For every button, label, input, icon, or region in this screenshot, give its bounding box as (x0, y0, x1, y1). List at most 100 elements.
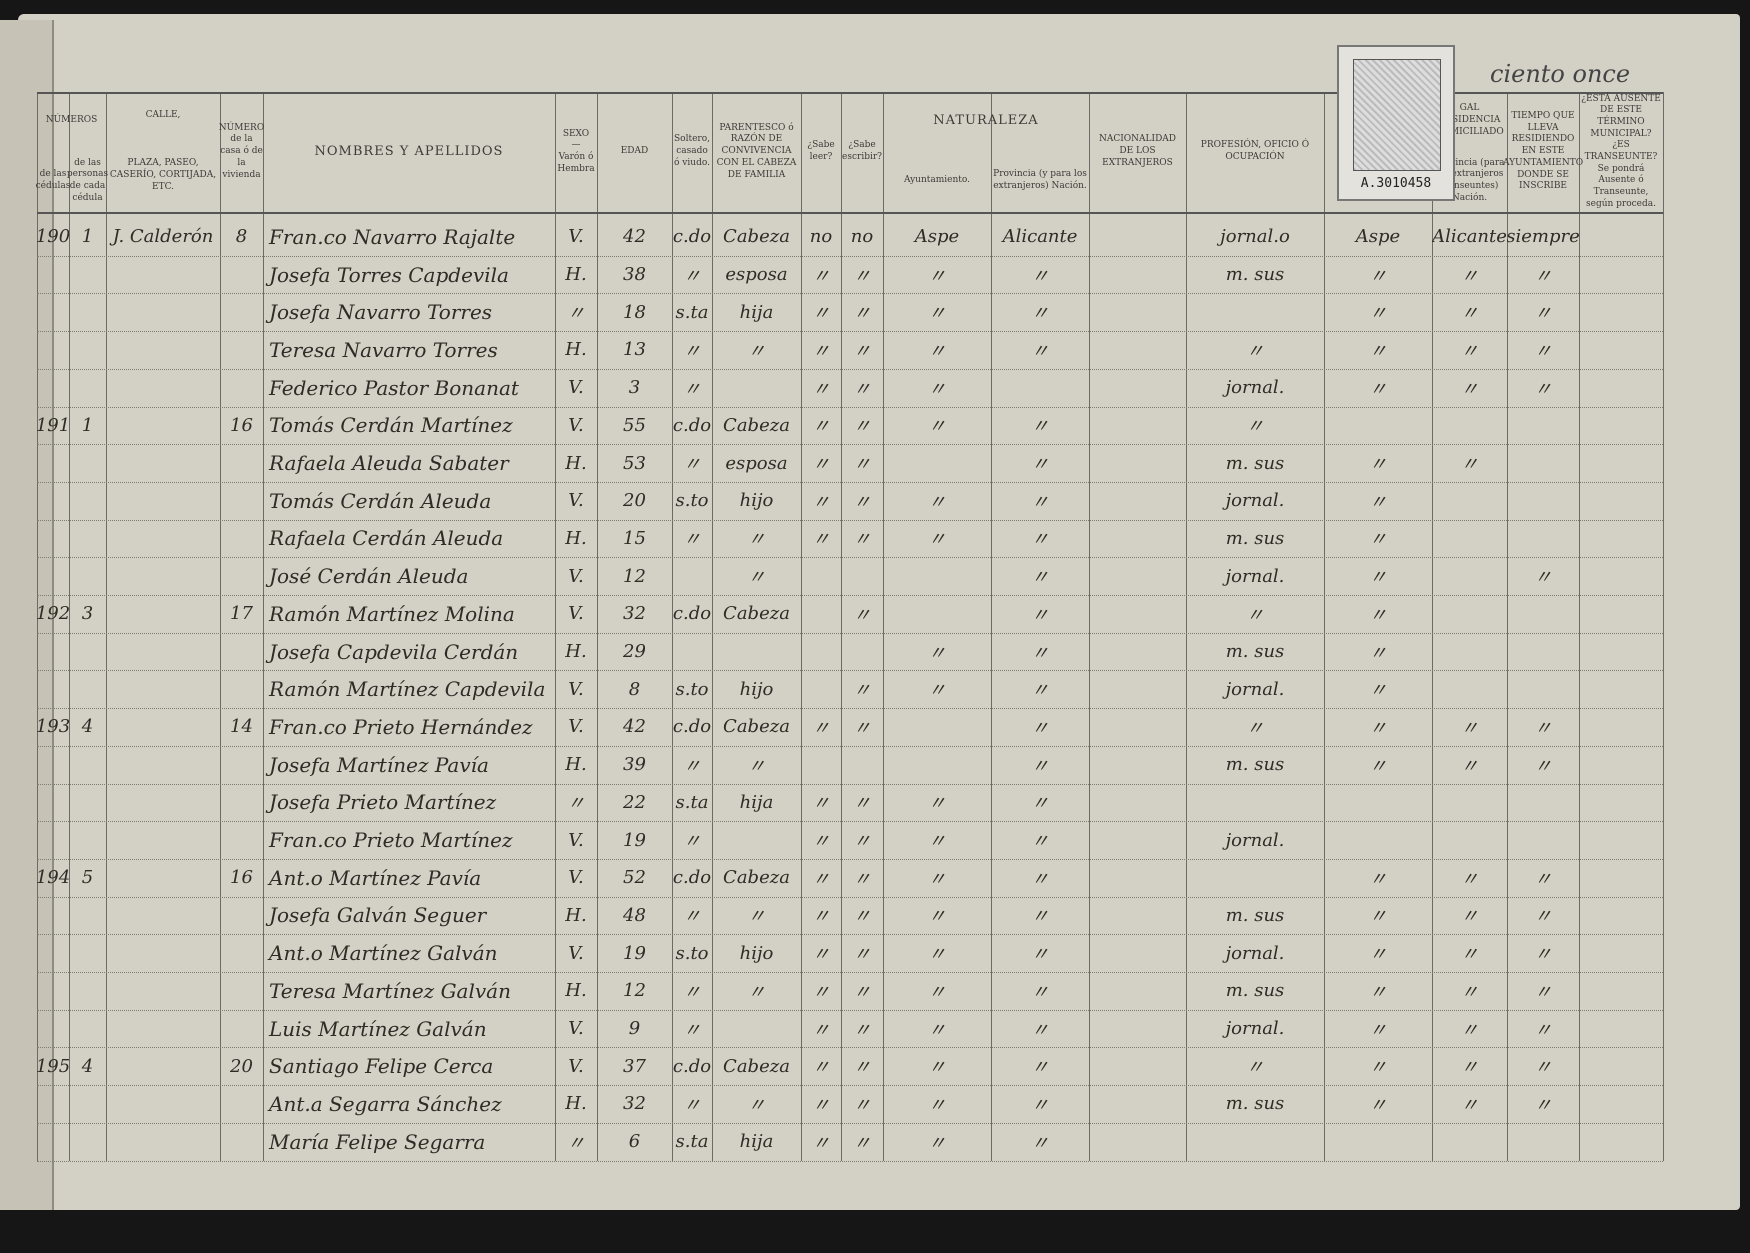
entry: m. sus (1225, 904, 1285, 926)
entry (220, 557, 263, 595)
entry: 〃 (683, 340, 701, 362)
column-rule (37, 92, 38, 1161)
entry: 20 (230, 1055, 253, 1077)
entry: 〃 (928, 981, 946, 1003)
entry: Ant.o Martínez Pavía (269, 865, 482, 890)
entry: 〃 (928, 793, 946, 815)
entry: esposa (725, 264, 788, 286)
entry: 〃 (1460, 717, 1479, 739)
entry: 〃 (1031, 831, 1049, 853)
entry: Teresa Martínez Galván (269, 978, 511, 1003)
entry: 〃 (1031, 1094, 1049, 1116)
entry: 〃 (1369, 491, 1387, 513)
entry: 〃 (812, 793, 830, 815)
entry: 〃 (1534, 868, 1552, 890)
entry: H. (565, 904, 587, 926)
entry: 32 (623, 1093, 646, 1115)
entry (69, 1085, 106, 1123)
entry (106, 746, 220, 784)
entry: 〃 (812, 831, 830, 853)
entry: 〃 (853, 303, 871, 325)
entry: 42 (623, 226, 646, 248)
entry: 〃 (747, 981, 766, 1003)
entry: 3 (81, 603, 94, 625)
entry: V. (568, 1055, 584, 1077)
entry: 〃 (1031, 981, 1049, 1003)
entry: 〃 (1246, 717, 1264, 739)
entry: 〃 (683, 454, 701, 476)
entry (1432, 670, 1507, 708)
entry: 〃 (1369, 378, 1387, 400)
entry: 191 (37, 414, 69, 436)
entry: 9 (628, 1018, 641, 1040)
entry: 〃 (1534, 1057, 1552, 1079)
entry (1324, 784, 1432, 822)
entry (1324, 1123, 1432, 1161)
entry: m. sus (1225, 754, 1285, 776)
entry: 〃 (812, 416, 830, 438)
entry (37, 444, 69, 482)
entry: 〃 (853, 529, 871, 551)
entry: Josefa Capdevila Cerdán (269, 639, 519, 664)
entry: c.do (672, 603, 712, 625)
header-cell: Soltero, casado ó viudo. (674, 134, 710, 168)
entry: H. (565, 452, 587, 474)
entry: 〃 (1031, 906, 1049, 928)
entry (37, 1123, 69, 1161)
entry (37, 1085, 69, 1123)
entry (106, 633, 220, 671)
entry (712, 633, 801, 671)
entry: J. Calderón (112, 226, 214, 248)
entry: 〃 (928, 642, 946, 664)
entry (672, 633, 712, 671)
column-rule (712, 92, 713, 1161)
entry (106, 1123, 220, 1161)
entry: V. (568, 490, 584, 512)
entry: 〃 (853, 944, 871, 966)
entry: Josefa Torres Capdevila (269, 262, 509, 287)
entry: Alicante (1002, 226, 1078, 248)
entry: 〃 (1460, 1057, 1479, 1079)
entry: 〃 (1460, 981, 1479, 1003)
entry: 〃 (1369, 604, 1387, 626)
revenue-stamp: A.3010458 (1337, 45, 1455, 201)
row-rule (37, 783, 1663, 785)
entry: 14 (230, 716, 253, 738)
column-rule (991, 92, 992, 1161)
entry (1186, 1123, 1324, 1161)
entry: 〃 (1031, 1132, 1049, 1154)
entry: H. (565, 754, 587, 776)
header-cell: ¿ESTÁ AUSENTE DE ESTE TÉRMINO MUNICIPAL?… (1581, 93, 1661, 209)
entry: jornal. (1225, 829, 1285, 851)
entry: 〃 (683, 906, 701, 928)
entry: H. (565, 641, 587, 663)
entry: 〃 (1369, 1019, 1387, 1041)
entry (801, 746, 841, 784)
entry (220, 482, 263, 520)
entry: Cabeza (723, 226, 790, 248)
entry (69, 557, 106, 595)
column-rule (1579, 92, 1580, 1161)
entry: 29 (623, 641, 646, 663)
entry (220, 331, 263, 369)
entry: s.to (675, 490, 709, 512)
entry (1432, 520, 1507, 558)
entry (1432, 557, 1507, 595)
entry: 〃 (1534, 1094, 1552, 1116)
entry: 8 (235, 226, 248, 248)
entry: 〃 (683, 981, 701, 1003)
entry: Josefa Martínez Pavía (269, 752, 489, 777)
entry: Fran.co Navarro Rajalte (269, 224, 516, 249)
entry: 6 (628, 1131, 641, 1153)
entry (1432, 1123, 1507, 1161)
entry: 〃 (1534, 340, 1552, 362)
entry (69, 293, 106, 331)
entry: 〃 (1031, 793, 1049, 815)
entry (712, 1010, 801, 1048)
row-rule (37, 708, 1663, 710)
entry (801, 557, 841, 595)
entry: 〃 (1460, 340, 1479, 362)
entry: 〃 (853, 265, 871, 287)
entry: 〃 (812, 265, 830, 287)
entry: s.to (675, 942, 709, 964)
